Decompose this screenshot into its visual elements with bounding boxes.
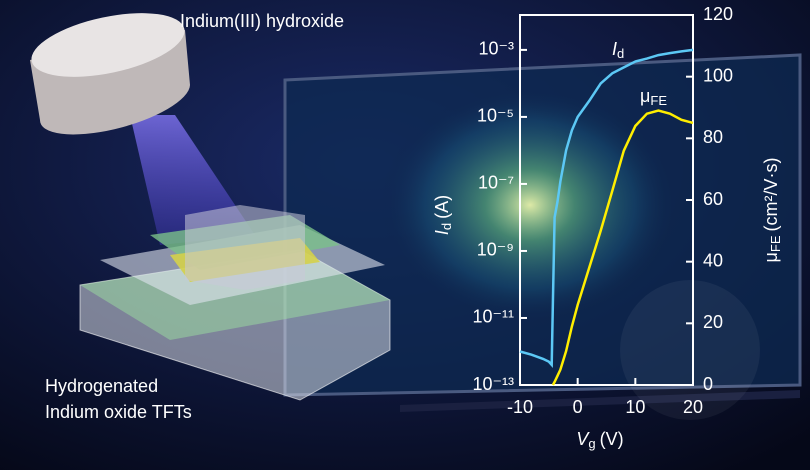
data-line bbox=[551, 109, 694, 386]
y2-tick-label: 120 bbox=[703, 4, 733, 24]
data-line bbox=[519, 48, 694, 368]
source-caption: Indium(III) hydroxide bbox=[180, 11, 344, 31]
y-tick-label: 10⁻⁵ bbox=[477, 106, 514, 126]
y-tick-label: 10⁻¹¹ bbox=[472, 307, 514, 327]
y2-tick-label: 0 bbox=[703, 374, 713, 394]
x-tick-label: 10 bbox=[625, 397, 645, 417]
series-label-subscript: d bbox=[617, 46, 624, 61]
x-tick-label: 0 bbox=[573, 397, 583, 417]
y-tick-label: 10⁻⁷ bbox=[478, 173, 514, 193]
swirl-glow bbox=[380, 85, 680, 325]
y-tick-label: 10⁻⁹ bbox=[477, 240, 514, 260]
y2-tick-label: 60 bbox=[703, 189, 723, 209]
y2-tick-label: 20 bbox=[703, 312, 723, 332]
series-label-symbol: μ bbox=[640, 86, 650, 106]
y-tick-label: 10⁻³ bbox=[478, 39, 514, 59]
x-axis-label: Vg (V) bbox=[576, 429, 623, 452]
device-caption: Indium oxide TFTs bbox=[45, 402, 192, 422]
series-label: Id bbox=[612, 39, 624, 62]
y2-tick-label: 80 bbox=[703, 127, 723, 147]
hydroxide-cylinder bbox=[30, 13, 190, 135]
x-tick-label: 20 bbox=[683, 397, 703, 417]
series-label: μFE bbox=[640, 86, 667, 109]
x-tick-label: -10 bbox=[507, 397, 533, 417]
series-label-symbol: I bbox=[612, 39, 617, 59]
device-caption: Hydrogenated bbox=[45, 376, 158, 396]
y2-axis-label: μFE(cm²/V·s) bbox=[761, 158, 784, 263]
y2-tick-label: 40 bbox=[703, 250, 723, 270]
y2-tick-label: 100 bbox=[703, 65, 733, 85]
y-tick-label: 10⁻¹³ bbox=[472, 374, 514, 394]
screen-base bbox=[400, 390, 800, 412]
tft-stack bbox=[79, 205, 391, 401]
y-axis-label: Id(A) bbox=[432, 195, 455, 235]
series-label-subscript: FE bbox=[650, 93, 667, 108]
